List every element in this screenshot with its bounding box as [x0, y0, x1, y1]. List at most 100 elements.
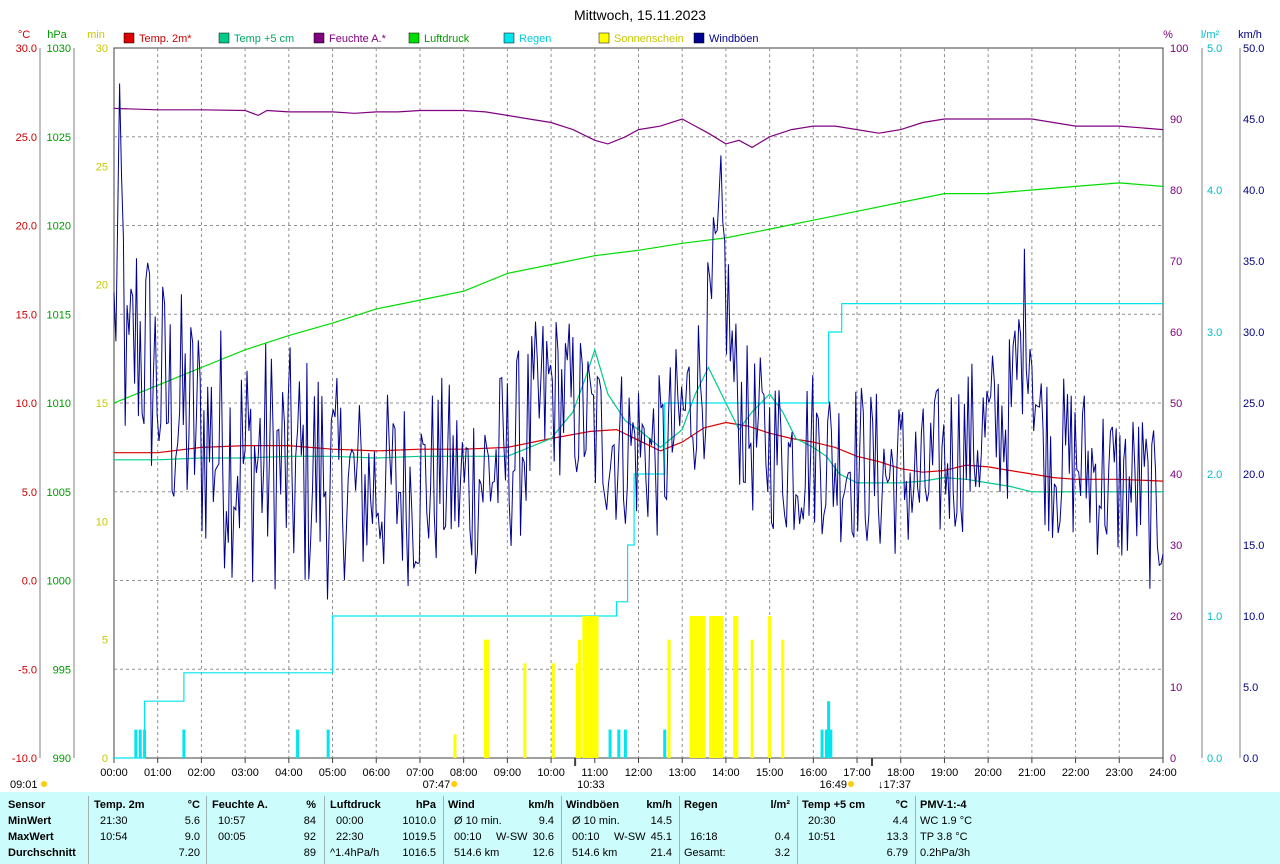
- col-temp5cm: Temp +5 cm °C 20:30 4.4 10:51 13.3 6.79: [802, 792, 912, 864]
- temp2m-max-time: 10:54: [100, 831, 128, 843]
- series-sonnenschein-bar: [484, 639, 488, 758]
- temp2m-avg-value: 7.20: [178, 847, 200, 859]
- wind-tick-label: 5.0: [1243, 682, 1258, 694]
- legend-swatch: [598, 32, 610, 44]
- wind-unit: km/h: [528, 799, 554, 811]
- series-regen-intervall-bar: [663, 729, 667, 758]
- series-regen-intervall-bar: [617, 729, 621, 758]
- temp5cm-head: Temp +5 cm: [802, 799, 866, 811]
- chart-title: Mittwoch, 15.11.2023: [574, 7, 706, 23]
- boeen-distance: 514.6 km: [572, 847, 618, 859]
- humidity-tick-label: 20: [1170, 611, 1182, 623]
- luftdruck-max-value: 1019.5: [402, 831, 436, 843]
- rain-tick-label: 0.0: [1207, 753, 1222, 765]
- series-sonnenschein-bar: [713, 616, 717, 758]
- temp5cm-avg-value: 6.79: [886, 847, 908, 859]
- wind-tick-label: 40.0: [1243, 185, 1264, 197]
- humidity-tick-label: 80: [1170, 185, 1182, 197]
- temp2m-min-time: 21:30: [100, 815, 128, 827]
- luftdruck-trend: ^1.4hPa/h: [330, 847, 380, 859]
- series-sonnenschein-bar: [577, 639, 581, 758]
- row-labels: Sensor MinWert MaxWert Durchschnitt: [8, 792, 88, 864]
- regen-unit: l/m²: [770, 799, 790, 811]
- x-tick-label: 16:00: [800, 767, 828, 779]
- boeen-max-value: 45.1: [650, 831, 672, 843]
- wind-max-direction: W-SW: [496, 831, 528, 843]
- pressure-tick-label: 1000: [47, 576, 71, 588]
- boeen-avg10-value: 14.5: [650, 815, 672, 827]
- series-sonnenschein-bar: [768, 616, 772, 758]
- series-sonnenschein-bar: [693, 616, 697, 758]
- temp5cm-unit: °C: [895, 799, 908, 811]
- twilight-end-time: ↓17:37: [878, 779, 911, 791]
- temp-tick-label: -10.0: [12, 753, 37, 765]
- series-sonnenschein-bar: [709, 616, 713, 758]
- temp5cm-min-time: 20:30: [808, 815, 836, 827]
- legend-label: Regen: [519, 33, 551, 45]
- x-tick-label: 19:00: [931, 767, 959, 779]
- series-sonnenschein-bar: [781, 639, 785, 758]
- sunshine-tick-label: 15: [96, 398, 108, 410]
- series-regen-intervall-bar: [824, 729, 828, 758]
- wind-tick-label: 50.0: [1243, 43, 1264, 55]
- luftdruck-head: Luftdruck: [330, 799, 381, 811]
- wind-avg10-label: Ø 10 min.: [454, 815, 502, 827]
- x-tick-label: 02:00: [188, 767, 216, 779]
- x-tick-label: 20:00: [974, 767, 1002, 779]
- boeen-head: Windböen: [566, 799, 620, 811]
- legend-swatch: [123, 32, 135, 44]
- row-label-max: MaxWert: [8, 831, 54, 843]
- series-sonnenschein-bar: [720, 616, 724, 758]
- x-tick-label: 04:00: [275, 767, 303, 779]
- rain-tick-label: 4.0: [1207, 185, 1222, 197]
- x-tick-label: 09:00: [494, 767, 522, 779]
- pressure-tick-label: 1015: [47, 309, 71, 321]
- x-tick-label: 08:00: [450, 767, 478, 779]
- regen-max-value: 0.4: [774, 831, 790, 843]
- feuchte-avg-value: 89: [303, 847, 316, 859]
- series-sonnenschein-bar: [689, 616, 693, 758]
- series-sonnenschein-bar: [750, 639, 754, 758]
- series-regen-line: [114, 303, 1163, 759]
- x-tick-label: 11:00: [581, 767, 608, 779]
- series-regen-intervall-bar: [182, 729, 186, 758]
- series-regen-intervall-bar: [820, 729, 824, 758]
- wind-tick-label: 15.0: [1243, 540, 1264, 552]
- series-regen-intervall-bar: [296, 729, 300, 758]
- row-label-avg: Durchschnitt: [8, 847, 76, 859]
- series-regen-intervall-bar: [827, 701, 831, 758]
- pressure-tick-label: 1005: [47, 487, 71, 499]
- series-regen-intervall-bar: [608, 729, 612, 758]
- temp2m-head: Temp. 2m: [94, 799, 145, 811]
- right-axes: % l/m² km/h10090807060504030201005.04.03.0…: [1163, 29, 1264, 765]
- series-sonnenschein-bar: [588, 616, 592, 758]
- series-windböen-line: [113, 83, 1164, 600]
- series-sonnenschein-bar: [582, 616, 586, 758]
- luftdruck-avg-value: 1016.5: [402, 847, 436, 859]
- pmv-dewpoint: TP 3.8 °C: [920, 831, 968, 843]
- series-sonnenschein-bar: [593, 616, 597, 758]
- legend-label: Temp. 2m*: [139, 33, 192, 45]
- col-pmv: PMV-1:-4 WC 1.9 °C TP 3.8 °C 0.2hPa/3h: [920, 792, 1030, 864]
- weather-chart: Mittwoch, 15.11.2023 °C hPa min 30.0 25.0 20.…: [10, 7, 1264, 791]
- legend-swatch: [313, 32, 325, 44]
- temp-tick-label: 10.0: [16, 398, 37, 410]
- legend: Temp. 2m* Temp +5 cm Feuchte A.* Luftdruck R…: [123, 32, 759, 45]
- x-tick-label: 13:00: [668, 767, 696, 779]
- x-tick-label: 12:00: [625, 767, 653, 779]
- wind-tick-label: 0.0: [1243, 753, 1258, 765]
- wind-max-time: 00:10: [454, 831, 482, 843]
- series-sonnenschein-bar: [591, 616, 595, 758]
- temp5cm-max-time: 10:51: [808, 831, 836, 843]
- series-regen-intervall-bar: [134, 729, 138, 758]
- col-feuchte: Feuchte A. % 10:57 84 00:05 92 89: [212, 792, 320, 864]
- series-sonnenschein-bar: [733, 616, 737, 758]
- rain-tick-label: 5.0: [1207, 43, 1222, 55]
- col-luftdruck: Luftdruck hPa 00:00 1010.0 22:30 1019.5 …: [330, 792, 440, 864]
- regen-total-label: Gesamt:: [684, 847, 726, 859]
- x-tick-label: 14:00: [712, 767, 740, 779]
- wind-avg-value: 12.6: [532, 847, 554, 859]
- temp5cm-min-value: 4.4: [892, 815, 908, 827]
- temp-axis-unit: °C: [18, 29, 30, 41]
- humidity-tick-label: 100: [1170, 43, 1188, 55]
